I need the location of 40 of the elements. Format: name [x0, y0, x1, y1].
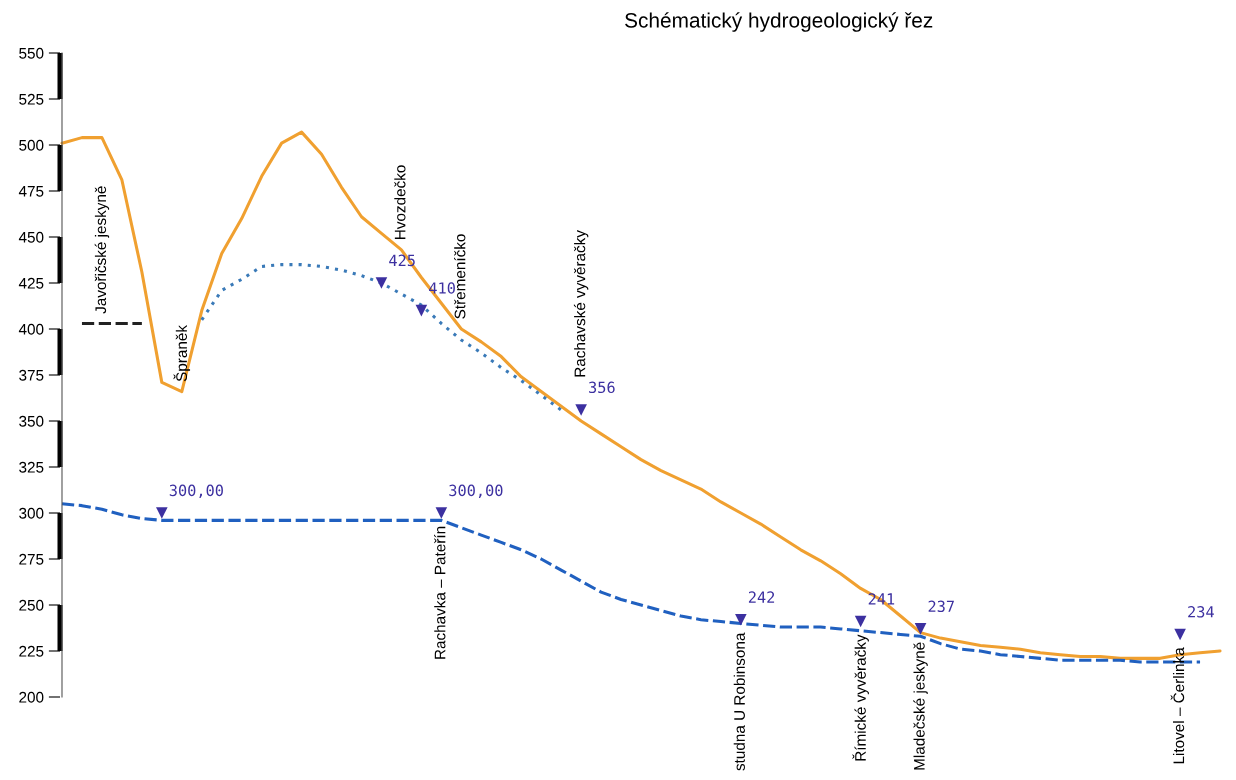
x-tick-label: Římické vyvěračky [852, 634, 869, 761]
data-label: 300,00 [169, 484, 223, 499]
y-tick-label: 350 [19, 415, 44, 427]
point [375, 277, 388, 289]
data-label: 242 [748, 591, 775, 603]
y-tick-label: 400 [18, 323, 44, 335]
point [735, 613, 747, 626]
point [156, 507, 168, 519]
x-tick-label: Rachavské vyvěračky [573, 230, 589, 377]
y-tick-label: 525 [19, 93, 44, 105]
point [914, 623, 927, 635]
data-label: 356 [589, 381, 615, 394]
x-tick-label: Litovel – Čerlinka [1170, 647, 1185, 764]
x-tick-label: Hvozdečko [394, 165, 406, 239]
point [415, 304, 428, 317]
data-label: 234 [1188, 606, 1214, 618]
y-tick-label: 550 [19, 47, 44, 59]
x-tick-label: studna U Robinsona [733, 632, 745, 771]
y-tick-label: 300 [19, 507, 44, 519]
y-tick-label: 325 [19, 461, 44, 473]
y-tick-label: 250 [19, 599, 44, 611]
data-label: 300,00 [449, 484, 503, 499]
y-tick-label: 475 [18, 186, 44, 197]
point [575, 404, 587, 416]
y-tick-label: 425 [18, 277, 44, 289]
y-tick-label: 200 [19, 691, 44, 703]
point [854, 615, 867, 628]
y-tick-label: 275 [19, 553, 44, 565]
chart-title: Schématický hydrogeologický řez [625, 12, 933, 32]
x-tick-label: Javořičské jeskyně [94, 186, 110, 314]
y-tick-label: 375 [19, 369, 44, 381]
x-tick-label: Střemeníčko [454, 234, 466, 319]
data-label: 237 [928, 600, 954, 613]
x-tick-label: Rachavka – Pateřín [434, 526, 446, 659]
point [435, 507, 448, 519]
y-tick-label: 450 [18, 231, 44, 243]
x-tick-label: Špraněk [173, 324, 191, 382]
y-tick-label: 500 [19, 139, 44, 151]
x-tick-label: Mladečské jeskyně [913, 642, 928, 770]
y-tick-label: 225 [19, 645, 44, 657]
